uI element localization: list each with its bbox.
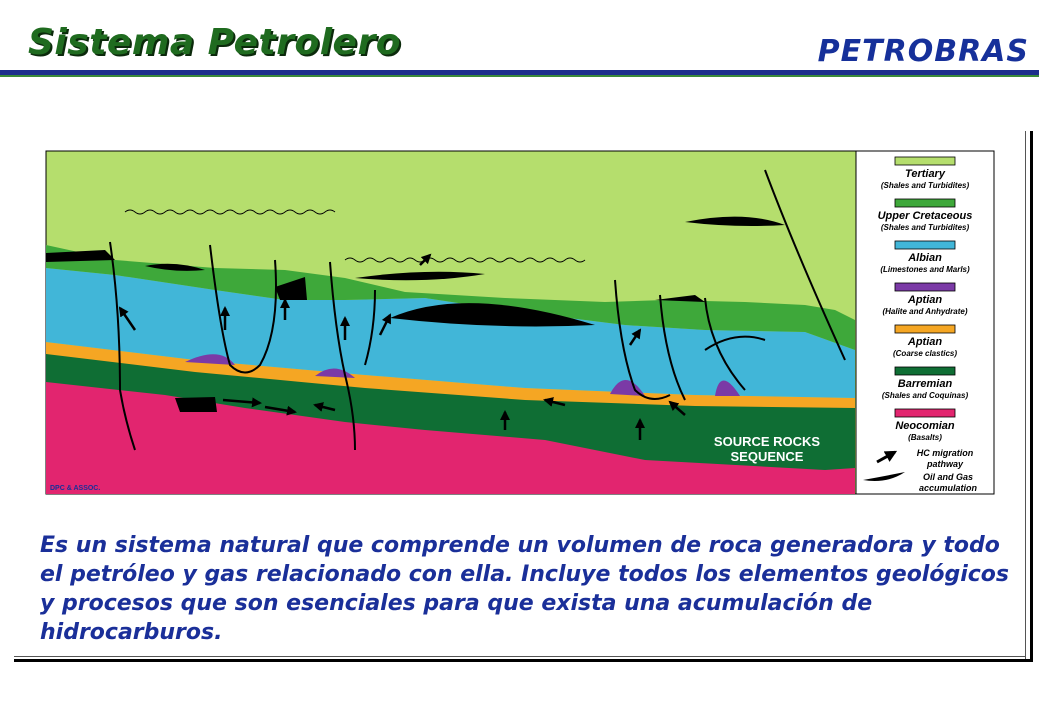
legend-sub-5: (Shales and Coquinas) [882,391,969,400]
legend-name-0: Tertiary [905,168,946,180]
accumulation-2 [390,303,595,327]
upper-cretaceous-layer [46,245,855,350]
accumulation-5 [275,277,307,300]
accumulation-7 [655,295,705,302]
accumulation-3 [355,271,485,281]
legend-sub-6: (Basalts) [908,433,942,442]
aptian-clastics-layer [46,342,855,408]
albian-layer [46,268,855,398]
legend-name-6: Neocomian [895,420,955,432]
frame-edge-bottom [14,656,1026,657]
page-title: Sistema Petrolero [28,22,401,63]
frame-edge-right [1025,131,1026,659]
legend-accumulation-shape [863,472,905,481]
hc-migration-arrows [118,253,686,440]
legend: Tertiary(Shales and Turbidites)Upper Cre… [878,156,973,442]
legend-sub-3: (Halite and Anhydrate) [882,307,967,316]
unconformity-1 [124,209,336,215]
header-rule-blue [0,70,1039,75]
legend-swatch-3 [894,282,956,292]
legend-sub-2: (Limestones and Marls) [880,265,970,274]
legend-swatch-6 [894,408,956,418]
legend-name-5: Barremian [898,378,953,390]
legend-sub-4: (Coarse clastics) [893,349,957,358]
legend-name-1: Upper Cretaceous [878,210,973,222]
header-rule-green [0,75,1039,77]
aptian-salt-1 [185,354,235,365]
legend-swatch-1 [894,198,956,208]
description-text: Es un sistema natural que comprende un v… [40,533,1009,645]
legend-migration-line1: HC migration [917,448,974,458]
legend-sub-0: (Shales and Turbidites) [881,181,970,190]
content-frame [14,131,1033,662]
legend-migration-arrow [876,450,898,464]
legend-swatch-0 [894,156,956,166]
aptian-salt-4 [715,380,740,396]
legend-swatch-2 [894,240,956,250]
legend-name-4: Aptian [907,336,943,348]
source-rocks-label-line2: SEQUENCE [731,449,804,464]
legend-migration-line2: pathway [926,459,964,469]
accumulation-6 [175,397,217,412]
petrobras-logo: PETROBRAS [817,34,1029,69]
unconformity-2 [344,257,586,263]
legend-swatch-5 [894,366,956,376]
barremian-layer [46,350,855,470]
credit-label: DPC & ASSOC. [50,485,100,492]
legend-accumulation-line2: accumulation [919,483,978,493]
source-rocks-label-line1: SOURCE ROCKS [714,434,821,449]
legend-name-2: Albian [907,252,942,264]
accumulation-4 [685,216,785,226]
accumulation-8 [145,263,205,271]
legend-accumulation-line1: Oil and Gas [923,472,973,482]
petroleum-system-cross-section: SOURCE ROCKS SEQUENCE DPC & ASSOC. Terti… [45,150,995,495]
legend-panel [855,150,995,495]
legend-name-3: Aptian [907,294,943,306]
legend-sub-1: (Shales and Turbidites) [881,223,970,232]
legend-swatch-4 [894,324,956,334]
accumulation-1 [46,250,115,262]
faults [109,169,846,451]
